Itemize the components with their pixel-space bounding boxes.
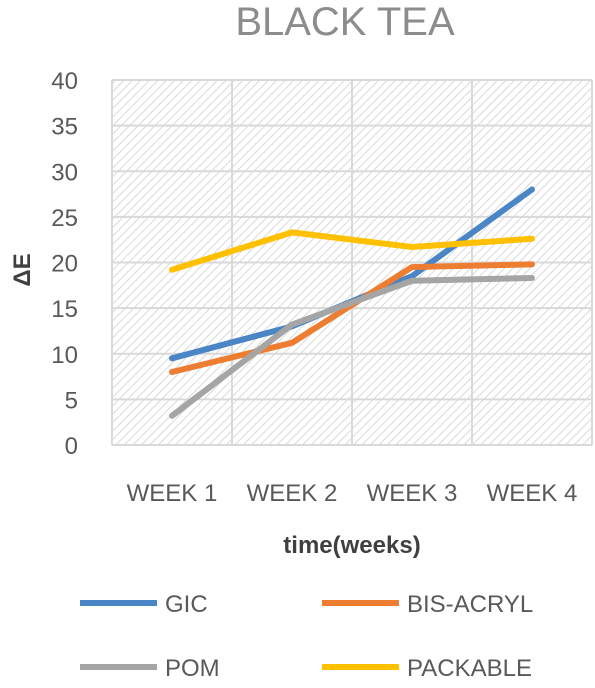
x-tick-label: WEEK 3: [367, 480, 458, 507]
y-tick-label: 20: [51, 251, 78, 278]
y-tick-label: 35: [51, 114, 78, 141]
series-line-pom: [169, 275, 535, 419]
x-axis-title: time(weeks): [283, 532, 420, 559]
chart-title: BLACK TEA: [235, 0, 455, 44]
series-line-packable: [169, 229, 535, 273]
y-tick-label: 30: [51, 159, 78, 186]
x-tick-label: WEEK 2: [247, 480, 338, 507]
legend-label: GIC: [165, 591, 208, 618]
x-tick-label: WEEK 1: [127, 480, 218, 507]
x-tick-label: WEEK 4: [487, 480, 578, 507]
legend-label: POM: [165, 655, 220, 682]
y-tick-label: 5: [65, 387, 78, 414]
y-tick-label: 15: [51, 296, 78, 323]
legend-label: PACKABLE: [407, 655, 532, 682]
series-lines: [169, 186, 535, 419]
y-tick-label: 0: [65, 433, 78, 460]
y-axis-ticks: 0 5 10 15 20 25 30 35 40: [51, 68, 78, 460]
y-tick-label: 10: [51, 342, 78, 369]
legend-label: BIS-ACRYL: [407, 591, 533, 618]
y-axis-title: ΔE: [9, 253, 36, 286]
y-tick-label: 40: [51, 68, 78, 95]
legend: GIC BIS-ACRYL POM PACKABLE: [80, 591, 533, 682]
x-axis-ticks: WEEK 1 WEEK 2 WEEK 3 WEEK 4: [127, 480, 578, 507]
y-tick-label: 25: [51, 205, 78, 232]
